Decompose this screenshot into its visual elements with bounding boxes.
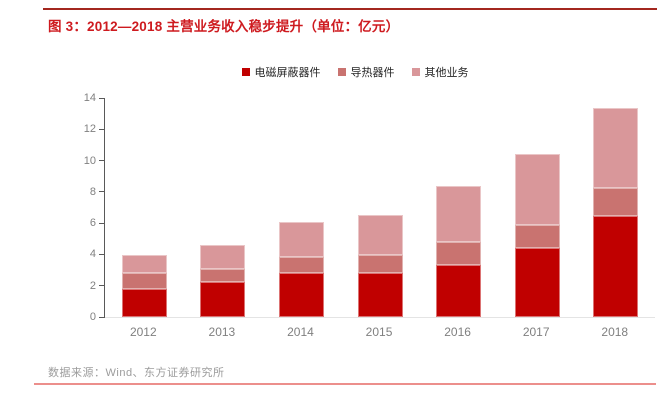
bar-segment <box>593 187 639 217</box>
legend-swatch-icon <box>241 68 250 76</box>
legend-swatch-icon <box>411 68 420 76</box>
bar-segment <box>121 255 167 274</box>
y-axis-tick <box>99 160 105 162</box>
bar-segment <box>121 288 167 317</box>
bar-slot-2017 <box>498 98 577 317</box>
x-axis-label: 2018 <box>601 325 629 339</box>
x-axis-label: 2017 <box>522 325 550 339</box>
stacked-bar-2013 <box>200 245 246 317</box>
top-divider <box>43 8 657 10</box>
bar-segment <box>357 215 403 256</box>
bar-segment <box>436 185 482 242</box>
y-axis-label: 2 <box>89 279 96 292</box>
bar-segment <box>200 269 246 282</box>
y-axis-tick <box>99 97 105 99</box>
y-axis-tick <box>99 316 105 318</box>
legend-swatch-icon <box>337 68 346 76</box>
y-axis-label: 4 <box>89 248 96 261</box>
y-axis-label: 12 <box>83 123 96 136</box>
bar-segment <box>436 241 482 266</box>
bar-segment <box>514 154 560 225</box>
x-axis-label: 2015 <box>365 325 393 339</box>
bottom-divider <box>34 383 656 385</box>
y-axis-tick <box>99 128 105 130</box>
legend-item-0: 电磁屏蔽器件 <box>241 64 321 80</box>
x-axis-labels: 2012 2013 2014 2015 2016 2017 2018 <box>104 325 654 339</box>
stacked-bar-2017 <box>514 154 560 317</box>
bar-segment <box>514 224 560 249</box>
bar-slot-2012 <box>105 98 184 317</box>
bar-segment <box>357 255 403 274</box>
bars-container <box>105 98 655 317</box>
bar-slot-2018 <box>576 98 655 317</box>
bar-segment <box>200 245 246 270</box>
y-axis-label: 14 <box>83 92 96 104</box>
legend-label: 电磁屏蔽器件 <box>254 67 321 79</box>
bar-segment <box>593 108 639 188</box>
legend-label: 导热器件 <box>350 67 395 79</box>
chart-legend: 电磁屏蔽器件 导热器件 其他业务 <box>80 64 630 80</box>
bar-segment <box>121 273 167 289</box>
plot-area <box>99 97 655 318</box>
y-axis-label: 0 <box>89 311 96 323</box>
x-axis-label: 2014 <box>287 325 314 339</box>
stacked-bar-2015 <box>357 215 403 317</box>
stacked-bar-2014 <box>278 222 324 317</box>
legend-item-2: 其他业务 <box>411 64 469 80</box>
y-axis-tick <box>99 191 105 193</box>
x-axis-label: 2013 <box>208 325 236 339</box>
y-axis-tick <box>99 253 105 255</box>
y-axis-label: 8 <box>89 185 96 198</box>
figure-title: 图 3：2012—2018 主营业务收入稳步提升（单位：亿元） <box>48 19 400 34</box>
stacked-bar-2016 <box>436 185 482 317</box>
stacked-bar-2018 <box>593 108 639 317</box>
stacked-bar-2012 <box>121 255 167 317</box>
bar-segment <box>278 273 324 317</box>
bar-segment <box>436 265 482 317</box>
y-axis-label: 10 <box>83 154 96 167</box>
x-axis-label: 2012 <box>129 325 157 339</box>
legend-label: 其他业务 <box>424 67 469 79</box>
legend-item-1: 导热器件 <box>337 64 395 80</box>
data-source: 数据来源：Wind、东方证券研究所 <box>48 367 225 379</box>
x-axis-label: 2016 <box>444 325 471 339</box>
y-axis-label: 6 <box>89 217 96 230</box>
y-axis-tick <box>99 222 105 224</box>
bar-segment <box>514 248 560 317</box>
bar-segment <box>278 222 324 257</box>
bar-slot-2016 <box>419 98 498 317</box>
bar-slot-2015 <box>341 98 420 317</box>
y-axis-tick <box>99 285 105 287</box>
bar-segment <box>357 273 403 317</box>
bar-slot-2014 <box>262 98 341 317</box>
bar-segment <box>200 281 246 317</box>
bar-slot-2013 <box>184 98 263 317</box>
bar-segment <box>278 256 324 274</box>
bar-segment <box>593 216 639 317</box>
